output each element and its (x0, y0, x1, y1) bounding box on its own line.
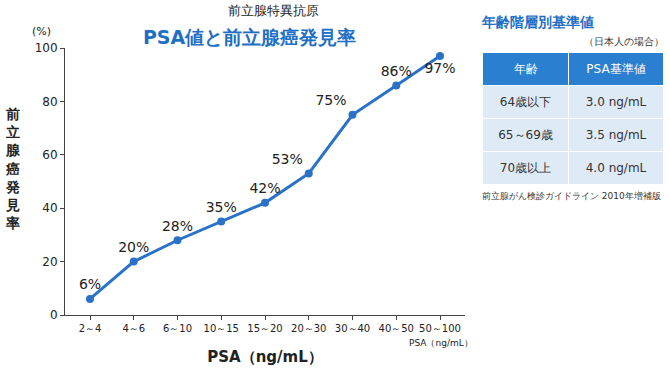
svg-text:(%): (%) (32, 25, 51, 38)
html-text:64歳以下: 64歳以下 (499, 94, 552, 109)
svg-text:53%: 53% (272, 151, 303, 167)
svg-text:20～30: 20～30 (291, 323, 326, 334)
svg-text:PSA（ng/mL）: PSA（ng/mL） (409, 338, 473, 348)
svg-text:20%: 20% (118, 239, 149, 255)
html-text:前立腺がん検診ガイドライン 2010年増補版: 前立腺がん検診ガイドライン 2010年増補版 (482, 191, 661, 201)
html-text:3.5 ng/mL: 3.5 ng/mL (585, 128, 647, 142)
svg-text:28%: 28% (162, 218, 193, 234)
svg-text:97%: 97% (424, 60, 455, 76)
html-text:70歳以上: 70歳以上 (499, 160, 552, 175)
svg-text:10～15: 10～15 (204, 323, 239, 334)
svg-text:0: 0 (50, 308, 58, 322)
html-text:（日本人の場合）: （日本人の場合） (584, 36, 664, 47)
svg-text:80: 80 (42, 95, 57, 109)
svg-text:PSA（ng/mL）: PSA（ng/mL） (207, 348, 323, 366)
svg-text:40: 40 (42, 201, 57, 215)
svg-text:20: 20 (42, 255, 57, 269)
html-text:3.0 ng/mL: 3.0 ng/mL (585, 95, 647, 109)
svg-text:前立腺癌発見率: 前立腺癌発見率 (5, 106, 21, 231)
svg-text:4～6: 4～6 (122, 323, 145, 334)
svg-text:30～40: 30～40 (335, 323, 370, 334)
svg-text:6～10: 6～10 (163, 323, 192, 334)
svg-text:35%: 35% (206, 199, 237, 215)
svg-text:15～20: 15～20 (247, 323, 282, 334)
svg-text:42%: 42% (249, 180, 280, 196)
svg-text:2～4: 2～4 (79, 323, 102, 334)
svg-text:前立腺特異抗原: 前立腺特異抗原 (228, 3, 319, 18)
svg-text:100: 100 (35, 41, 58, 55)
svg-text:PSA値と前立腺癌発見率: PSA値と前立腺癌発見率 (143, 26, 356, 48)
html-text:年齢階層別基準値: 年齢階層別基準値 (482, 14, 594, 30)
svg-text:86%: 86% (381, 63, 412, 79)
svg-text:6%: 6% (79, 276, 101, 292)
html-text:PSA基準値: PSA基準値 (586, 61, 646, 76)
html-text:年齢: 年齢 (513, 61, 538, 76)
html-text:4.0 ng/mL: 4.0 ng/mL (585, 161, 647, 175)
svg-text:60: 60 (42, 148, 57, 162)
svg-text:75%: 75% (315, 92, 346, 108)
svg-text:40～50: 40～50 (379, 323, 414, 334)
svg-text:50～100: 50～100 (419, 323, 461, 334)
html-text:65～69歳: 65～69歳 (498, 127, 553, 142)
